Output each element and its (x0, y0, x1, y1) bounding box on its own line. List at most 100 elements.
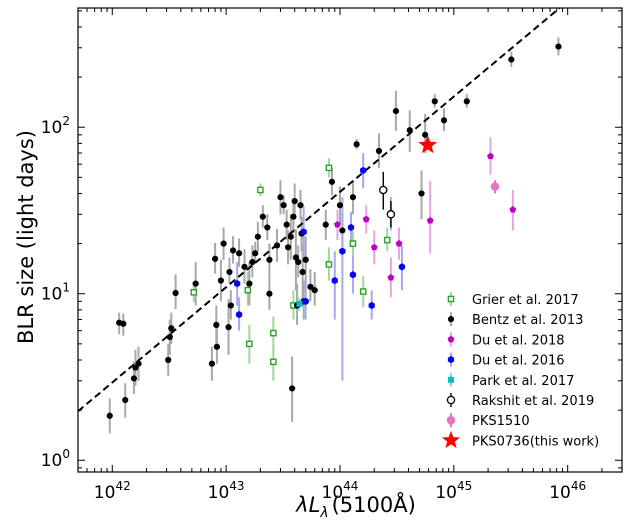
legend-marker-du-et-al-2018 (447, 335, 455, 343)
x-tick-label-base-3: 10 (435, 483, 457, 503)
point-bentz-et-al-2013-52 (328, 178, 336, 185)
point-du-et-al-2018-2 (370, 243, 378, 251)
point-bentz-et-al-2013-24 (246, 280, 253, 287)
legend-label-bentz-et-al-2013: Bentz et al. 2013 (472, 313, 583, 328)
x-tick-label-base-1: 10 (208, 483, 230, 503)
point-du-et-al-2016-11 (398, 263, 406, 271)
point-du-et-al-2016-5 (339, 247, 346, 255)
point-bentz-et-al-2013-11 (192, 280, 199, 287)
point-bentz-et-al-2013-44 (297, 202, 304, 209)
y-tick-label-base-2: 10 (41, 118, 63, 138)
point-bentz-et-al-2013-62 (431, 98, 438, 105)
y-tick-label-exp-2: 2 (62, 114, 70, 128)
point-bentz-et-al-2013-26 (252, 250, 259, 257)
point-bentz-et-al-2013-13 (211, 255, 219, 262)
point-bentz-et-al-2013-35 (283, 221, 290, 228)
point-bentz-et-al-2013-29 (264, 224, 271, 231)
point-bentz-et-al-2013-61 (422, 131, 429, 138)
point-bentz-et-al-2013-27 (254, 233, 261, 240)
point-bentz-et-al-2013-32 (273, 242, 281, 249)
point-bentz-et-al-2013-14 (213, 321, 220, 328)
legend-marker-du-et-al-2016 (447, 356, 455, 364)
point-bentz-et-al-2013-3 (122, 396, 129, 404)
point-grier-et-al-2017-10 (359, 288, 367, 295)
point-bentz-et-al-2013-17 (220, 240, 227, 247)
point-bentz-et-al-2013-21 (229, 247, 237, 254)
legend-label-du-et-al-2016: Du et al. 2016 (472, 354, 565, 369)
point-park-et-al-2017-0 (296, 300, 303, 307)
y-tick-label-0: 100 (41, 447, 70, 471)
point-bentz-et-al-2013-31 (266, 290, 273, 297)
x-tick-label-1: 1043 (208, 479, 245, 503)
point-bentz-et-al-2013-8 (166, 333, 173, 341)
point-bentz-et-al-2013-66 (555, 43, 562, 50)
point-du-et-al-2018-0 (334, 221, 341, 228)
x-tick-label-exp-4: 46 (571, 479, 586, 493)
point-bentz-et-al-2013-9 (168, 325, 175, 332)
point-grier-et-al-2017-2 (246, 340, 253, 348)
y-tick-label-2: 102 (41, 114, 70, 138)
point-du-et-al-2018-7 (509, 206, 517, 213)
legend-label-pks0736-this-work: PKS0736(this work) (472, 434, 599, 449)
point-bentz-et-al-2013-46 (299, 268, 306, 276)
point-du-et-al-2018-6 (487, 152, 494, 160)
point-grier-et-al-2017-3 (257, 186, 264, 194)
x-tick-label-2: 1044 (322, 479, 359, 503)
y-tick-label-base-1: 10 (41, 285, 63, 305)
x-tick-label-exp-1: 43 (229, 479, 244, 493)
point-pks1510-0 (490, 182, 500, 191)
legend-marker-park-et-al-2017 (448, 376, 454, 383)
point-bentz-et-al-2013-40 (291, 198, 298, 205)
point-du-et-al-2018-1 (362, 215, 370, 223)
point-bentz-et-al-2013-43 (295, 258, 302, 266)
point-du-et-al-2016-3 (302, 297, 309, 305)
point-bentz-et-al-2013-7 (165, 356, 172, 364)
point-grier-et-al-2017-8 (325, 261, 333, 268)
y-axis-label: BLR size (light days) (14, 130, 38, 344)
point-du-et-al-2016-4 (331, 276, 338, 285)
point-bentz-et-al-2013-12 (208, 360, 215, 367)
point-bentz-et-al-2013-20 (227, 302, 234, 309)
point-bentz-et-al-2013-50 (311, 287, 318, 294)
point-bentz-et-al-2013-57 (375, 147, 383, 155)
point-bentz-et-al-2013-10 (172, 289, 179, 297)
point-bentz-et-al-2013-6 (135, 360, 142, 367)
point-grier-et-al-2017-5 (270, 358, 277, 366)
point-bentz-et-al-2013-36 (284, 244, 292, 251)
legend-marker-rakshit-et-al-2019 (446, 395, 456, 405)
point-bentz-et-al-2013-19 (226, 268, 233, 276)
point-grier-et-al-2017-11 (383, 236, 391, 244)
point-bentz-et-al-2013-49 (307, 283, 314, 290)
point-bentz-et-al-2013-64 (463, 98, 470, 105)
point-du-et-al-2018-5 (426, 216, 434, 224)
x-axis-label-L: L (309, 493, 321, 517)
x-tick-label-exp-0: 42 (115, 479, 130, 493)
point-bentz-et-al-2013-37 (287, 233, 294, 240)
x-axis-label-sub: λ (319, 505, 328, 521)
x-tick-label-exp-3: 45 (457, 479, 472, 493)
point-grier-et-al-2017-4 (270, 329, 277, 337)
point-bentz-et-al-2013-48 (302, 256, 309, 263)
point-grier-et-al-2017-1 (244, 286, 252, 294)
x-tick-label-exp-2: 44 (343, 479, 358, 493)
point-pks0736-this-work-0 (418, 135, 438, 154)
point-bentz-et-al-2013-53 (336, 202, 344, 209)
y-tick-label-exp-1: 1 (62, 281, 70, 295)
point-bentz-et-al-2013-0 (106, 412, 113, 419)
marker-layer (106, 43, 562, 419)
point-bentz-et-al-2013-22 (235, 250, 243, 257)
x-tick-label-3: 1045 (435, 479, 472, 503)
point-bentz-et-al-2013-56 (353, 141, 360, 148)
y-tick-label-exp-0: 0 (62, 447, 70, 461)
point-bentz-et-al-2013-51 (322, 221, 329, 228)
point-bentz-et-al-2013-39 (290, 213, 297, 220)
point-du-et-al-2016-2 (300, 228, 307, 236)
point-bentz-et-al-2013-38 (289, 385, 296, 392)
point-bentz-et-al-2013-59 (406, 127, 413, 134)
point-grier-et-al-2017-0 (190, 289, 198, 296)
point-du-et-al-2016-0 (234, 280, 241, 288)
point-du-et-al-2016-6 (347, 223, 355, 232)
legend-label-grier-et-al-2017: Grier et al. 2017 (472, 293, 579, 308)
